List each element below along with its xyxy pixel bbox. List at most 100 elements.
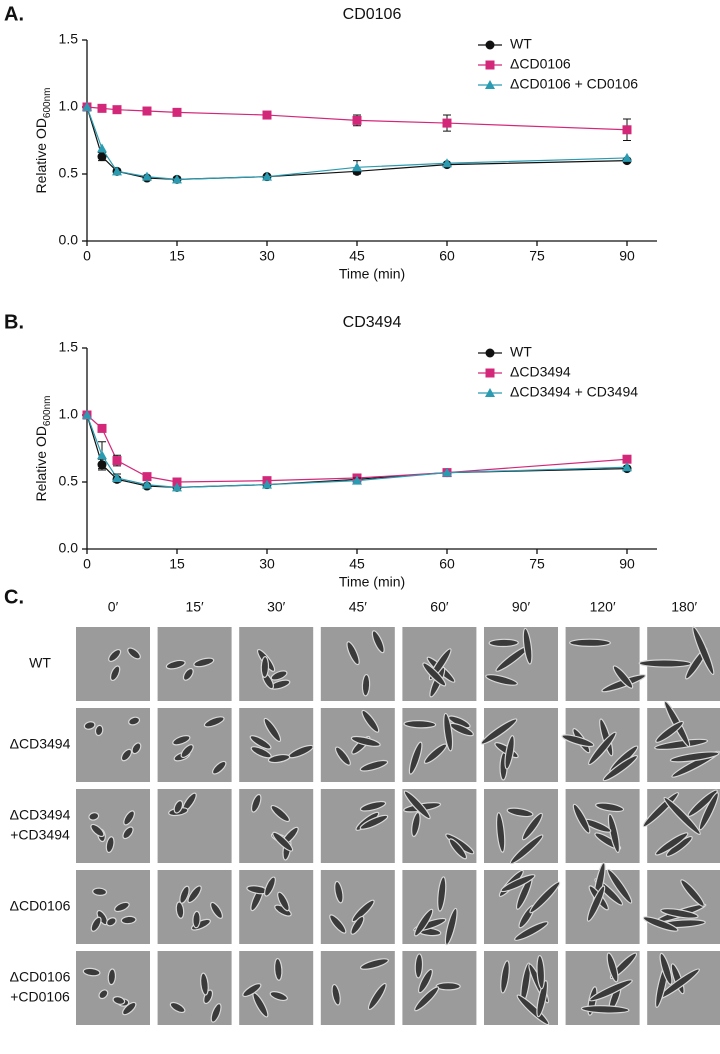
cell: [607, 813, 621, 854]
cell: [612, 665, 634, 689]
cell: [606, 952, 619, 983]
micrograph: [76, 951, 150, 1025]
micrograph: [239, 627, 314, 701]
micrograph-background: [484, 627, 558, 701]
x-tick-label: 75: [529, 248, 545, 264]
cell: [423, 743, 448, 764]
cell: [277, 891, 290, 912]
cell: [92, 887, 108, 897]
series: [82, 410, 632, 492]
cell: [210, 901, 223, 919]
time-label: 180′: [671, 599, 697, 615]
cell: [495, 812, 506, 853]
cell: [403, 790, 431, 820]
cell: [589, 979, 633, 1002]
cell: [242, 983, 262, 998]
micrograph: [157, 789, 232, 863]
marker: [352, 162, 362, 172]
x-tick-label: 75: [529, 556, 545, 572]
cell: [165, 659, 186, 670]
cell: [90, 916, 102, 932]
micrograph: [239, 708, 314, 782]
x-tick-label: 45: [349, 556, 365, 572]
y-axis-label-subscript: 600nm: [42, 395, 53, 426]
cell: [180, 744, 194, 759]
cell: [514, 921, 549, 941]
x-tick-label: 0: [83, 556, 91, 572]
cell: [692, 626, 715, 676]
cell: [516, 994, 550, 1026]
row-label: ΔCD0106: [10, 898, 71, 914]
cell: [267, 753, 291, 764]
micrograph: [647, 700, 720, 782]
cell: [359, 800, 387, 812]
cell: [260, 656, 270, 679]
x-tick-label: 60: [439, 248, 455, 264]
legend-marker: [485, 368, 495, 378]
cell: [638, 659, 692, 668]
cell: [350, 915, 365, 935]
cell: [187, 885, 202, 904]
marker: [622, 152, 632, 162]
cell: [418, 968, 433, 994]
time-label: 60′: [430, 599, 449, 615]
time-label: 0′: [108, 599, 119, 615]
micrograph: [239, 789, 314, 863]
cell: [359, 759, 389, 772]
marker: [112, 472, 122, 482]
cell: [448, 838, 468, 860]
cell: [500, 960, 510, 994]
micrograph-background: [76, 870, 150, 944]
marker: [82, 102, 92, 111]
micrograph: [157, 870, 232, 944]
marker: [622, 454, 632, 464]
cell: [334, 746, 351, 766]
micrograph: [638, 626, 720, 701]
marker: [142, 106, 152, 116]
micrograph: [484, 627, 558, 701]
cell: [346, 641, 360, 666]
micrograph: [484, 869, 561, 944]
x-axis-label: Time (min): [339, 574, 405, 590]
micrograph-background: [239, 627, 314, 701]
cell: [572, 803, 591, 834]
row-label: WT: [29, 655, 51, 671]
panel-label: B.: [4, 311, 24, 333]
cell: [361, 673, 371, 697]
cell: [269, 991, 288, 1002]
cell: [500, 874, 536, 893]
legend-label: ΔCD3494 + CD3494: [510, 384, 638, 400]
cell: [88, 812, 100, 821]
cell: [351, 899, 375, 923]
marker: [442, 118, 452, 128]
cell: [580, 1005, 630, 1014]
micrograph: [402, 951, 477, 1025]
micrograph: [642, 870, 720, 944]
legend-marker: [485, 388, 495, 397]
cell: [200, 972, 209, 996]
micrograph-background: [76, 627, 150, 701]
series: [82, 102, 632, 141]
micrograph: [402, 627, 477, 701]
marker: [262, 171, 272, 181]
legend-label: ΔCD0106 + CD0106: [510, 76, 638, 92]
y-axis-label: Relative OD600nm: [33, 87, 53, 193]
micrograph: [647, 951, 720, 1025]
marker: [112, 166, 122, 176]
micrograph: [565, 627, 647, 701]
cell: [607, 868, 633, 904]
row-label: +CD0106: [10, 989, 70, 1005]
micrograph: [76, 708, 150, 782]
series: [82, 102, 632, 184]
cell: [680, 879, 705, 907]
x-axis-label: Time (min): [339, 266, 405, 282]
cell: [444, 907, 458, 946]
x-tick-label: 30: [259, 248, 275, 264]
chart-title: CD3494: [343, 314, 402, 331]
micrograph-background: [239, 708, 314, 782]
micrograph: [402, 708, 477, 782]
cell: [654, 832, 689, 856]
cell: [192, 910, 201, 929]
micrograph: [320, 870, 395, 944]
x-tick-label: 0: [83, 248, 91, 264]
